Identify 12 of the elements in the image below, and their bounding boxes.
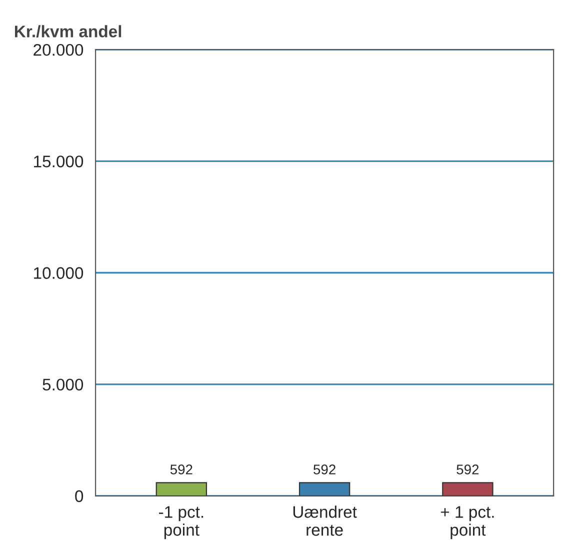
y-tick-label: 20.000 [34,44,84,56]
y-tick-label: 10.000 [34,267,84,279]
x-tick-label: -1 pct. point [159,506,204,540]
y-tick-label: 0 [75,490,84,502]
data-label: 592 [456,464,479,474]
x-tick-label: Uændret rente [293,506,357,536]
y-tick-label: 15.000 [34,156,84,168]
y-tick-label: 5.000 [42,378,84,391]
data-label: 592 [170,464,192,474]
x-tick-label: + 1 pct. point [440,506,494,540]
data-label: 592 [314,464,336,474]
y-axis-title: Kr./kvm andel [14,25,122,38]
